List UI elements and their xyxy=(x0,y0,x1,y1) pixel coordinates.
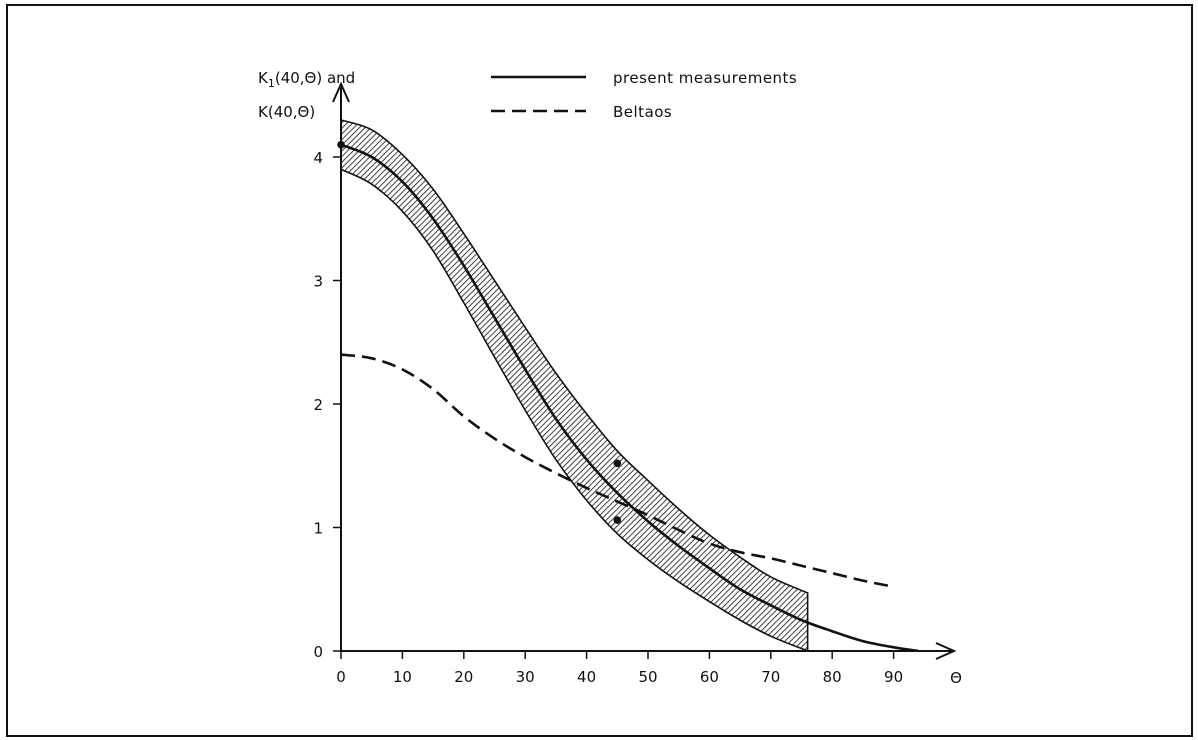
x-tick-label-80: 80 xyxy=(823,668,842,686)
data-point-3 xyxy=(613,516,622,524)
x-axis-arrow xyxy=(935,642,957,660)
legend: present measurements Beltaos xyxy=(491,69,797,121)
x-tick-label-40: 40 xyxy=(577,668,596,686)
legend-present-measurements: present measurements xyxy=(613,69,797,87)
data-points xyxy=(337,140,622,524)
y-ticks: 0 1 2 3 4 xyxy=(313,149,341,661)
y-tick-label-4: 4 xyxy=(313,149,323,167)
y-axis-label-k: K xyxy=(258,69,269,87)
uncertainty-band-area xyxy=(340,118,809,653)
x-tick-label-50: 50 xyxy=(638,668,657,686)
x-tick-label-20: 20 xyxy=(454,668,473,686)
x-ticks: 0 10 20 30 40 50 60 70 80 90 xyxy=(336,651,903,686)
y-axis-label: K1(40,Θ) and K(40,Θ) xyxy=(258,69,355,121)
x-tick-label-60: 60 xyxy=(700,668,719,686)
x-tick-label-30: 30 xyxy=(516,668,535,686)
y-axis-label-line2: K(40,Θ) xyxy=(258,103,315,121)
x-tick-label-0: 0 xyxy=(336,668,346,686)
y-axis-label-subscript: 1 xyxy=(268,77,275,90)
figure-frame xyxy=(6,4,1193,737)
y-axis-arrow xyxy=(332,81,350,103)
uncertainty-band xyxy=(340,118,809,653)
series-layer xyxy=(340,143,919,653)
y-tick-label-0: 0 xyxy=(313,643,323,661)
x-tick-label-70: 70 xyxy=(761,668,780,686)
series-line-beltaos xyxy=(340,353,894,589)
y-tick-label-1: 1 xyxy=(313,520,323,538)
data-point-2 xyxy=(613,459,622,468)
x-tick-label-90: 90 xyxy=(884,668,903,686)
y-axis-label-line1: K1(40,Θ) and xyxy=(258,69,355,90)
x-axis-label: Θ xyxy=(950,669,962,687)
y-axis-label-rest: (40,Θ) and xyxy=(275,69,355,87)
series-line-present-measurements xyxy=(340,143,919,653)
y-tick-label-3: 3 xyxy=(313,273,323,291)
x-tick-label-10: 10 xyxy=(393,668,412,686)
axes xyxy=(332,81,957,660)
legend-beltaos: Beltaos xyxy=(613,103,672,121)
y-tick-label-2: 2 xyxy=(313,396,323,414)
